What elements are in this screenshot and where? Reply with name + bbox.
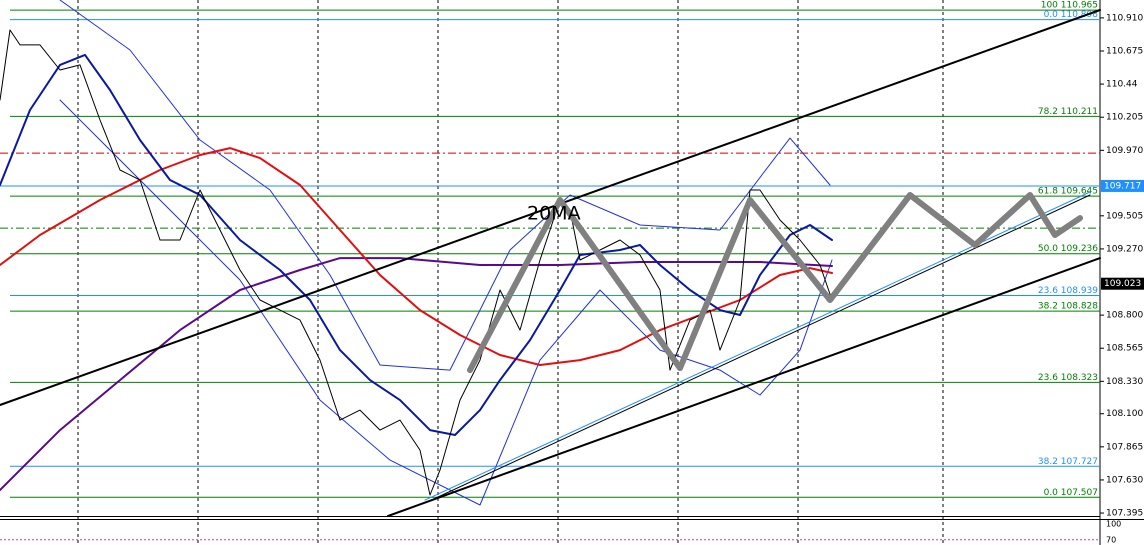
price-line — [0, 53, 833, 436]
annotation: 20MA — [527, 203, 581, 225]
indicator-tick-label: 70 — [1106, 535, 1116, 544]
y-tick-label: 109.970 — [1106, 146, 1143, 156]
fib-label: 61.8 109.645 — [1038, 187, 1098, 197]
price-box-label: 109.717 — [1104, 181, 1141, 191]
price-line — [424, 194, 1091, 504]
y-tick-label: 108.565 — [1106, 344, 1143, 354]
price-box-label: 109.023 — [1104, 279, 1141, 289]
price-line — [0, 9, 1101, 406]
y-tick-label: 109.270 — [1106, 244, 1143, 254]
price-line — [387, 257, 1101, 517]
y-tick-label: 110.910 — [1106, 13, 1143, 23]
fib-label: 23.6 108.939 — [1038, 286, 1098, 296]
fib-label: 100 110.965 — [1041, 1, 1098, 11]
price-axis: 110.910 110.675 110.44 110.205 109.970 109.50… — [1100, 13, 1144, 544]
y-tick-label: 108.100 — [1106, 409, 1143, 419]
fib-label: 50.0 109.236 — [1038, 244, 1098, 254]
y-tick-label: 107.865 — [1106, 442, 1143, 452]
price-line — [0, 257, 833, 492]
fib-label: 38.2 107.727 — [1038, 457, 1098, 467]
fib-label: 0.0 107.507 — [1044, 488, 1098, 498]
price-line — [0, 147, 833, 366]
y-tick-label: 107.630 — [1106, 475, 1143, 485]
y-tick-label: 107.395 — [1106, 509, 1143, 519]
fib-label: 38.2 108.828 — [1038, 302, 1098, 312]
y-tick-label: 110.205 — [1106, 113, 1143, 123]
price-box — [1101, 277, 1144, 290]
price-box — [1101, 179, 1144, 192]
fib-label: 78.2 110.211 — [1038, 107, 1098, 117]
price-line — [59, 99, 833, 506]
fib-label: 23.6 108.323 — [1038, 373, 1098, 383]
y-tick-label: 110.44 — [1106, 80, 1138, 90]
y-tick-label: 110.675 — [1106, 46, 1143, 56]
price-line — [0, 29, 833, 496]
price-line — [467, 192, 1083, 374]
price-line — [59, 0, 831, 371]
fib-label: 0.0 110.898 — [1044, 10, 1099, 20]
indicator-tick-label: 100 — [1106, 520, 1121, 529]
y-tick-label: 108.800 — [1106, 311, 1143, 321]
y-tick-label: 108.330 — [1106, 377, 1143, 387]
y-tick-label: 109.505 — [1106, 211, 1143, 221]
